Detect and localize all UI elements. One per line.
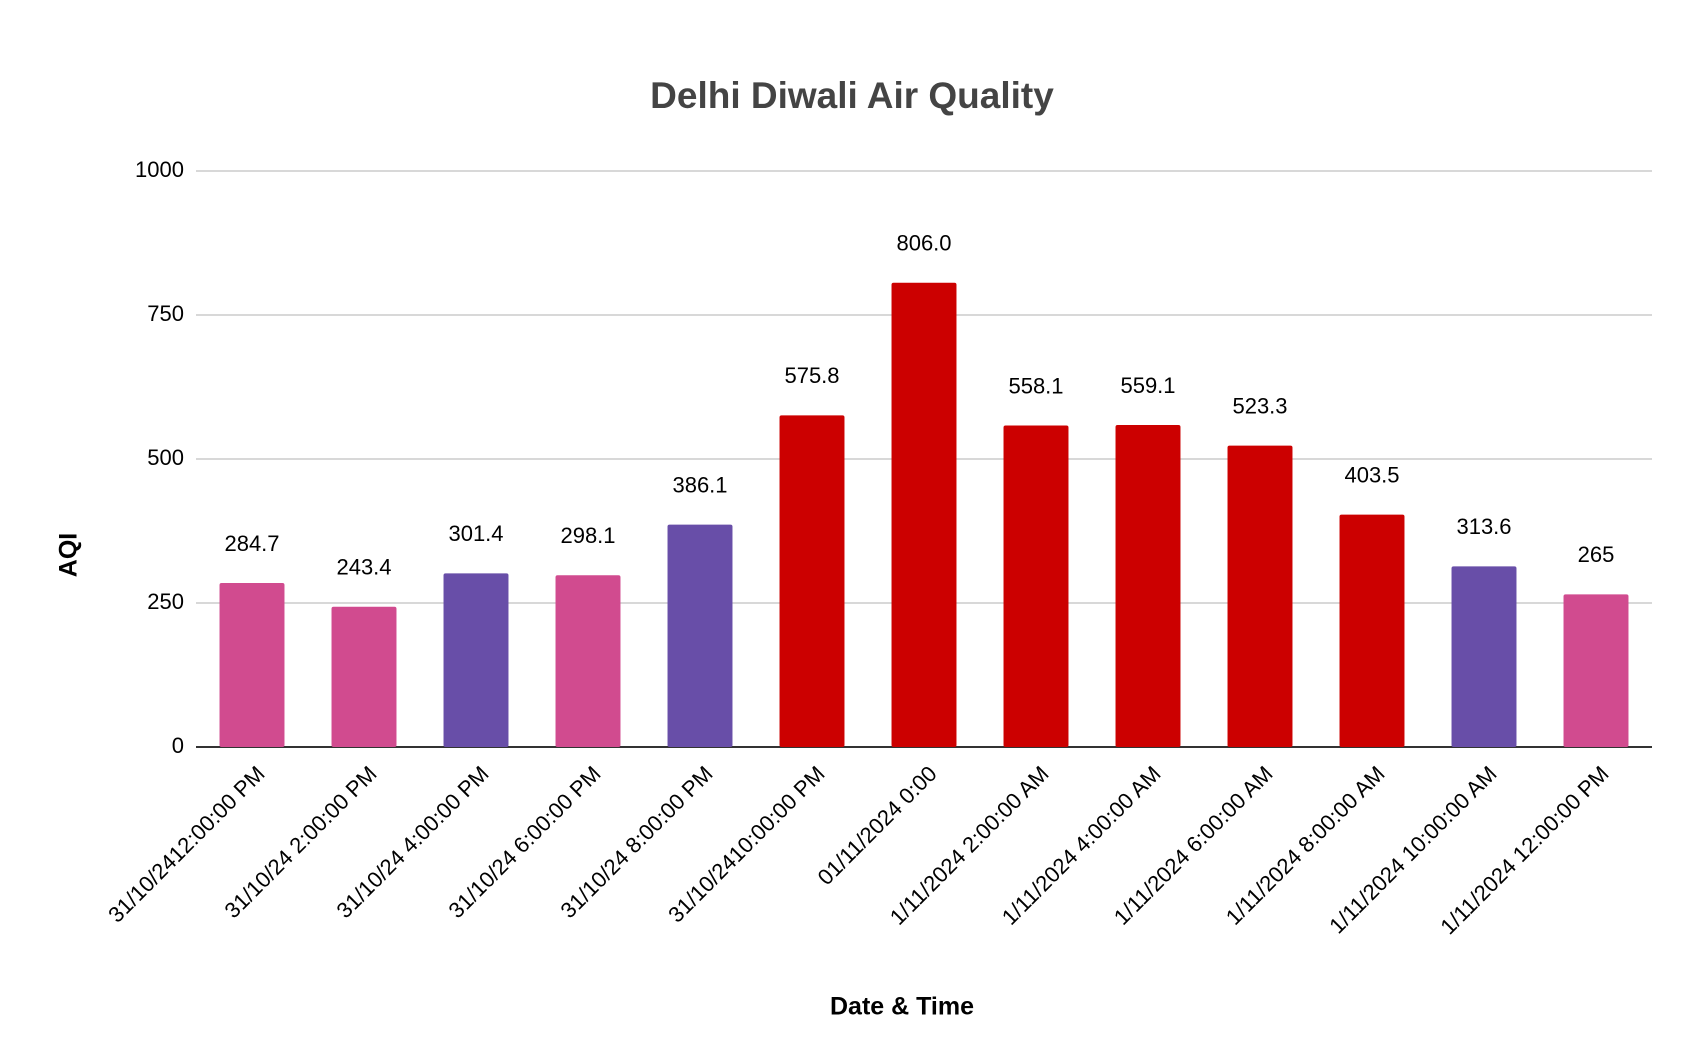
y-tick-label: 250 xyxy=(147,589,184,614)
bar xyxy=(1339,514,1405,747)
value-label: 301.4 xyxy=(448,521,503,546)
bar xyxy=(891,282,957,747)
value-label: 386.1 xyxy=(672,472,727,497)
chart-title: Delhi Diwali Air Quality xyxy=(650,75,1054,116)
value-label: 265 xyxy=(1578,542,1615,567)
value-label: 523.3 xyxy=(1232,393,1287,418)
bar xyxy=(443,573,509,747)
bar xyxy=(219,583,285,747)
value-label: 298.1 xyxy=(560,523,615,548)
bar xyxy=(1003,425,1069,747)
bar xyxy=(1115,424,1181,747)
value-label: 559.1 xyxy=(1120,373,1175,398)
bar xyxy=(331,606,397,747)
bar xyxy=(667,524,733,747)
bar xyxy=(1227,445,1293,747)
value-label: 806.0 xyxy=(896,231,951,256)
bar xyxy=(1451,566,1517,747)
bar xyxy=(1563,594,1629,747)
value-label: 558.1 xyxy=(1008,373,1063,398)
y-tick-label: 500 xyxy=(147,445,184,470)
value-label: 313.6 xyxy=(1456,514,1511,539)
value-label: 575.8 xyxy=(784,363,839,388)
value-label: 243.4 xyxy=(336,555,391,580)
y-tick-label: 0 xyxy=(172,733,184,758)
x-tick-label: 01/11/2024 0:00 xyxy=(813,761,942,890)
y-tick-label: 750 xyxy=(147,301,184,326)
value-label: 403.5 xyxy=(1344,462,1399,487)
value-label: 284.7 xyxy=(224,531,279,556)
x-axis-label: Date & Time xyxy=(830,993,974,1021)
bar xyxy=(779,415,845,747)
y-tick-label: 1000 xyxy=(135,157,184,182)
y-axis-label: AQI xyxy=(55,533,83,577)
bar xyxy=(555,575,621,747)
